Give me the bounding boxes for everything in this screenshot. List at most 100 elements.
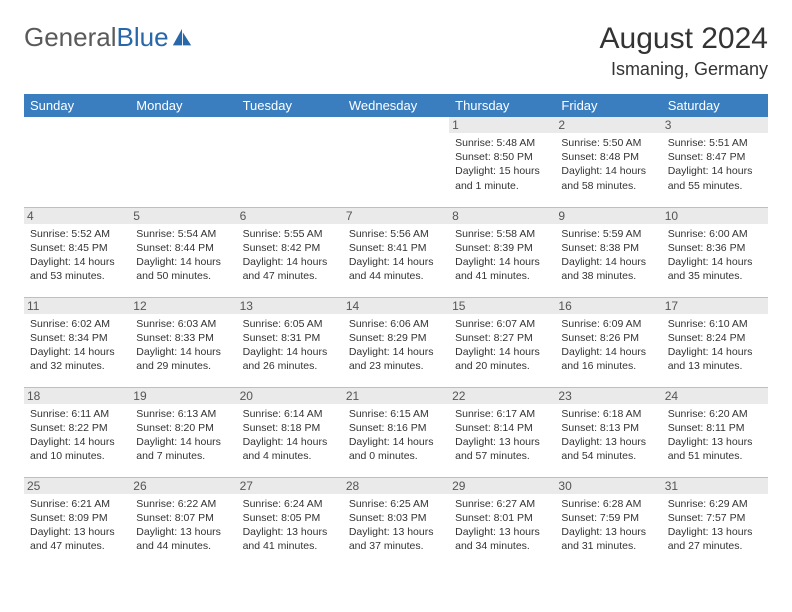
day-info: Sunrise: 6:21 AMSunset: 8:09 PMDaylight:… [30, 497, 124, 554]
calendar-cell: 24Sunrise: 6:20 AMSunset: 8:11 PMDayligh… [662, 387, 768, 477]
daylight: Daylight: 13 hours and 27 minutes. [668, 525, 762, 553]
sunset: Sunset: 8:47 PM [668, 150, 762, 164]
daylight: Daylight: 14 hours and 29 minutes. [136, 345, 230, 373]
calendar-cell: 8Sunrise: 5:58 AMSunset: 8:39 PMDaylight… [449, 207, 555, 297]
weekday-header: Sunday [24, 94, 130, 117]
daylight: Daylight: 14 hours and 50 minutes. [136, 255, 230, 283]
day-info: Sunrise: 6:25 AMSunset: 8:03 PMDaylight:… [349, 497, 443, 554]
day-info: Sunrise: 5:55 AMSunset: 8:42 PMDaylight:… [243, 227, 337, 284]
day-number: 24 [662, 388, 768, 404]
day-number: 30 [555, 478, 661, 494]
calendar-cell: 10 Sunrise: 6:00 AMSunset: 8:36 PMDayligh… [662, 207, 768, 297]
sunrise: Sunrise: 5:51 AM [668, 136, 762, 150]
daylight: Daylight: 14 hours and 4 minutes. [243, 435, 337, 463]
weekday-header: Wednesday [343, 94, 449, 117]
sunset: Sunset: 8:26 PM [561, 331, 655, 345]
day-number: 21 [343, 388, 449, 404]
day-info: Sunrise: 6:22 AMSunset: 8:07 PMDaylight:… [136, 497, 230, 554]
day-number: 22 [449, 388, 555, 404]
day-number: 5 [130, 208, 236, 224]
sunrise: Sunrise: 6:21 AM [30, 497, 124, 511]
calendar-cell: 28 Sunrise: 6:25 AMSunset: 8:03 PMDayligh… [343, 477, 449, 567]
day-number: 4 [24, 208, 130, 224]
sunset: Sunset: 8:44 PM [136, 241, 230, 255]
calendar-cell: 4 Sunrise: 5:52 AMSunset: 8:45 PMDaylight… [24, 207, 130, 297]
weekday-header: Saturday [662, 94, 768, 117]
daylight: Daylight: 13 hours and 47 minutes. [30, 525, 124, 553]
day-number: 12 [130, 298, 236, 314]
sunset: Sunset: 8:09 PM [30, 511, 124, 525]
sunrise: Sunrise: 6:10 AM [668, 317, 762, 331]
calendar-cell: 26Sunrise: 6:22 AMSunset: 8:07 PMDayligh… [130, 477, 236, 567]
title-block: August 2024 Ismaning, Germany [600, 22, 768, 80]
day-number: 10 [662, 208, 768, 224]
daylight: Daylight: 13 hours and 31 minutes. [561, 525, 655, 553]
daylight: Daylight: 13 hours and 37 minutes. [349, 525, 443, 553]
calendar-body: 1Sunrise: 5:48 AMSunset: 8:50 PMDaylight… [24, 117, 768, 567]
daylight: Daylight: 14 hours and 7 minutes. [136, 435, 230, 463]
day-info: Sunrise: 6:07 AMSunset: 8:27 PMDaylight:… [455, 317, 549, 374]
day-info: Sunrise: 6:17 AMSunset: 8:14 PMDaylight:… [455, 407, 549, 464]
day-info: Sunrise: 6:28 AMSunset: 7:59 PMDaylight:… [561, 497, 655, 554]
calendar-cell: 18Sunrise: 6:11 AMSunset: 8:22 PMDayligh… [24, 387, 130, 477]
sunrise: Sunrise: 6:02 AM [30, 317, 124, 331]
daylight: Daylight: 14 hours and 53 minutes. [30, 255, 124, 283]
sunrise: Sunrise: 6:09 AM [561, 317, 655, 331]
sunrise: Sunrise: 5:48 AM [455, 136, 549, 150]
sunset: Sunset: 8:16 PM [349, 421, 443, 435]
day-number: 8 [449, 208, 555, 224]
day-number: 15 [449, 298, 555, 314]
daylight: Daylight: 13 hours and 41 minutes. [243, 525, 337, 553]
daylight: Daylight: 14 hours and 10 minutes. [30, 435, 124, 463]
daylight: Daylight: 14 hours and 58 minutes. [561, 164, 655, 192]
sunset: Sunset: 8:42 PM [243, 241, 337, 255]
day-number: 28 [343, 478, 449, 494]
sunset: Sunset: 8:41 PM [349, 241, 443, 255]
sunrise: Sunrise: 6:22 AM [136, 497, 230, 511]
month-title: August 2024 [600, 22, 768, 55]
sunrise: Sunrise: 6:27 AM [455, 497, 549, 511]
day-info: Sunrise: 6:00 AMSunset: 8:36 PMDaylight:… [668, 227, 762, 284]
calendar-cell [343, 117, 449, 207]
calendar-cell: 29 Sunrise: 6:27 AMSunset: 8:01 PMDayligh… [449, 477, 555, 567]
sunrise: Sunrise: 6:24 AM [243, 497, 337, 511]
sunset: Sunset: 8:11 PM [668, 421, 762, 435]
daylight: Daylight: 14 hours and 20 minutes. [455, 345, 549, 373]
sunrise: Sunrise: 6:06 AM [349, 317, 443, 331]
weekday-header: Monday [130, 94, 236, 117]
daylight: Daylight: 15 hours and 1 minute. [455, 164, 549, 192]
day-number: 23 [555, 388, 661, 404]
sunset: Sunset: 8:45 PM [30, 241, 124, 255]
sunrise: Sunrise: 6:07 AM [455, 317, 549, 331]
calendar-cell: 20Sunrise: 6:14 AMSunset: 8:18 PMDayligh… [237, 387, 343, 477]
sunrise: Sunrise: 6:15 AM [349, 407, 443, 421]
day-info: Sunrise: 5:56 AMSunset: 8:41 PMDaylight:… [349, 227, 443, 284]
day-info: Sunrise: 5:59 AMSunset: 8:38 PMDaylight:… [561, 227, 655, 284]
calendar-cell: 6Sunrise: 5:55 AMSunset: 8:42 PMDaylight… [237, 207, 343, 297]
sunset: Sunset: 8:24 PM [668, 331, 762, 345]
daylight: Daylight: 14 hours and 23 minutes. [349, 345, 443, 373]
day-info: Sunrise: 6:05 AMSunset: 8:31 PMDaylight:… [243, 317, 337, 374]
day-number: 11 [24, 298, 130, 314]
day-info: Sunrise: 5:52 AMSunset: 8:45 PMDaylight:… [30, 227, 124, 284]
sunset: Sunset: 8:14 PM [455, 421, 549, 435]
calendar-cell: 30 Sunrise: 6:28 AMSunset: 7:59 PMDayligh… [555, 477, 661, 567]
day-info: Sunrise: 6:27 AMSunset: 8:01 PMDaylight:… [455, 497, 549, 554]
daylight: Daylight: 13 hours and 34 minutes. [455, 525, 549, 553]
day-number: 29 [449, 478, 555, 494]
sunrise: Sunrise: 5:58 AM [455, 227, 549, 241]
calendar-cell: 27Sunrise: 6:24 AMSunset: 8:05 PMDayligh… [237, 477, 343, 567]
calendar-cell: 22 Sunrise: 6:17 AMSunset: 8:14 PMDayligh… [449, 387, 555, 477]
logo-text-gray: General [24, 22, 117, 52]
day-info: Sunrise: 6:06 AMSunset: 8:29 PMDaylight:… [349, 317, 443, 374]
day-number: 2 [555, 117, 661, 133]
calendar-row: 4 Sunrise: 5:52 AMSunset: 8:45 PMDaylight… [24, 207, 768, 297]
logo-text-blue: Blue [117, 22, 169, 52]
daylight: Daylight: 14 hours and 47 minutes. [243, 255, 337, 283]
day-info: Sunrise: 6:24 AMSunset: 8:05 PMDaylight:… [243, 497, 337, 554]
daylight: Daylight: 14 hours and 13 minutes. [668, 345, 762, 373]
weekday-header-row: Sunday Monday Tuesday Wednesday Thursday… [24, 94, 768, 117]
sunset: Sunset: 8:34 PM [30, 331, 124, 345]
sunset: Sunset: 8:50 PM [455, 150, 549, 164]
day-number: 17 [662, 298, 768, 314]
